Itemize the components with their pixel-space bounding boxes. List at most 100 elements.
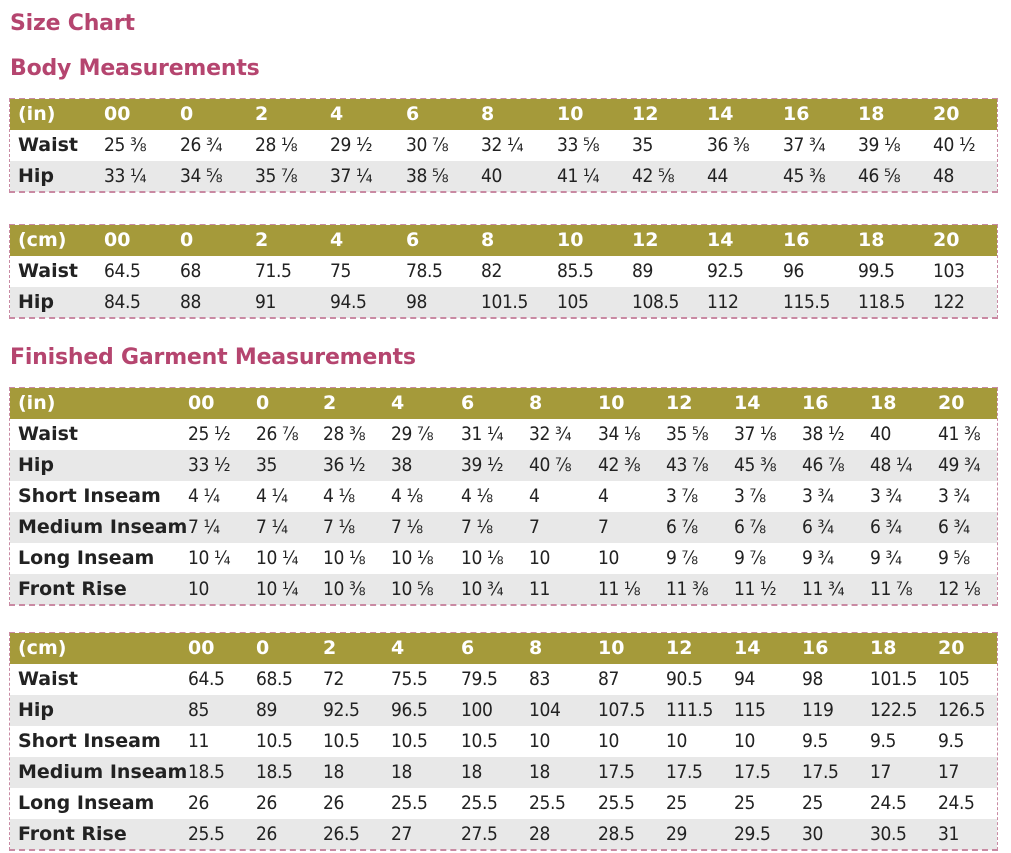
table-cell: 33 ⅝ (557, 134, 600, 156)
table-cell: 40 (870, 423, 891, 445)
size-header: 10 (557, 103, 584, 125)
table-cell: 7 ⅛ (461, 516, 493, 538)
table-header-row: (in) 00 0 2 4 6 8 10 12 14 16 18 20 (10, 99, 997, 130)
size-header: 12 (666, 392, 693, 414)
table-cell: 28 ⅜ (323, 423, 366, 445)
table-cell: 10 ⅛ (461, 547, 504, 569)
table-cell: 9.5 (938, 730, 964, 752)
size-header: 0 (180, 229, 194, 251)
table-cell: 10.5 (323, 730, 360, 752)
table-cell: 112 (707, 291, 739, 313)
size-header: 6 (461, 392, 475, 414)
table-cell: 75 (330, 260, 351, 282)
table-cell: 36 ½ (323, 454, 366, 476)
table-row: Hip 33 ½ 35 36 ½ 38 39 ½ 40 ⅞ 42 ⅜ 43 ⅞ 45 ⅜ 46 ⅞ 4… (10, 450, 997, 481)
table-cell: 87 (598, 668, 619, 690)
table-cell: 26 (256, 792, 277, 814)
table-cell: 30 ⅞ (406, 134, 449, 156)
table-cell: 111.5 (666, 699, 713, 721)
size-header: 10 (598, 637, 625, 659)
size-header: 00 (104, 103, 131, 125)
table-row: Front Rise 25.5 26 26.5 27 27.5 28 28.5 29 29.5 30… (10, 819, 997, 850)
size-header: 18 (858, 103, 885, 125)
table-cell: 122 (933, 291, 965, 313)
table-cell: 92.5 (323, 699, 360, 721)
table-cell: 32 ¾ (529, 423, 572, 445)
row-label: Long Inseam (18, 792, 155, 814)
table-cell: 99.5 (858, 260, 895, 282)
table-cell: 24.5 (870, 792, 907, 814)
table-header-row: (cm) 00 0 2 4 6 8 10 12 14 16 18 20 (10, 225, 997, 256)
size-header: 4 (391, 392, 405, 414)
table-cell: 11 ⅜ (666, 578, 709, 600)
row-label: Waist (18, 668, 79, 690)
table-cell: 37 ¼ (330, 165, 373, 187)
table-cell: 10 ¼ (188, 547, 231, 569)
table-cell: 25 ½ (188, 423, 231, 445)
table-cell: 119 (802, 699, 834, 721)
table-row: Waist 25 ½ 26 ⅞ 28 ⅜ 29 ⅞ 31 ¼ 32 ¾ 34 ⅛ 35 ⅝ 37 … (10, 419, 997, 450)
size-header: 20 (938, 637, 965, 659)
table-cell: 29 ⅞ (391, 423, 434, 445)
table-cell: 45 ⅜ (783, 165, 826, 187)
table-cell: 72 (323, 668, 344, 690)
table-cell: 28.5 (598, 823, 635, 845)
table-cell: 41 ⅜ (938, 423, 981, 445)
table-cell: 25.5 (188, 823, 225, 845)
table-row: Hip 84.5 88 91 94.5 98 101.5 105 108.5 112 115.5 11… (10, 287, 997, 318)
table-cell: 6 ¾ (938, 516, 970, 538)
table-cell: 89 (632, 260, 653, 282)
table-cell: 91 (255, 291, 276, 313)
row-label: Hip (18, 291, 55, 313)
table-cell: 17.5 (598, 761, 635, 783)
size-header: 10 (598, 392, 625, 414)
table-cell: 10 ⅛ (323, 547, 366, 569)
table-cell: 29 (666, 823, 687, 845)
table-cell: 3 ⅞ (734, 485, 766, 507)
size-header: 8 (481, 103, 495, 125)
size-header: 4 (330, 229, 344, 251)
size-header: 00 (104, 229, 131, 251)
table-cell: 9 ¾ (870, 547, 902, 569)
table-cell: 104 (529, 699, 561, 721)
table-cell: 27.5 (461, 823, 498, 845)
garment-measurements-heading: Finished Garment Measurements (10, 345, 416, 370)
table-cell: 40 ⅞ (529, 454, 572, 476)
table-cell: 26.5 (323, 823, 360, 845)
table-cell: 68 (180, 260, 201, 282)
table-cell: 31 ¼ (461, 423, 504, 445)
table-cell: 9 ¾ (802, 547, 834, 569)
table-cell: 18 (461, 761, 482, 783)
table-cell: 25.5 (391, 792, 428, 814)
table-cell: 3 ¾ (870, 485, 902, 507)
table-cell: 71.5 (255, 260, 292, 282)
table-cell: 12 ⅛ (938, 578, 981, 600)
table-cell: 126.5 (938, 699, 985, 721)
table-cell: 32 ¼ (481, 134, 524, 156)
row-label: Short Inseam (18, 730, 161, 752)
table-cell: 28 ⅛ (255, 134, 298, 156)
table-cell: 10 (598, 547, 619, 569)
table-cell: 7 ¼ (256, 516, 288, 538)
table-cell: 115.5 (783, 291, 830, 313)
table-cell: 10 (529, 547, 550, 569)
table-cell: 29.5 (734, 823, 771, 845)
table-cell: 11 ⅛ (598, 578, 641, 600)
table-cell: 64.5 (104, 260, 141, 282)
table-cell: 107.5 (598, 699, 645, 721)
table-cell: 101.5 (870, 668, 917, 690)
row-label: Hip (18, 699, 55, 721)
table-cell: 25 (666, 792, 687, 814)
table-cell: 38 ½ (802, 423, 845, 445)
table-row: Waist 64.5 68.5 72 75.5 79.5 83 87 90.5 94 98 101.5… (10, 664, 997, 695)
table-cell: 7 ⅛ (391, 516, 423, 538)
table-cell: 26 (256, 823, 277, 845)
size-header: 18 (870, 637, 897, 659)
table-cell: 75.5 (391, 668, 428, 690)
table-cell: 18.5 (188, 761, 225, 783)
table-cell: 79.5 (461, 668, 498, 690)
table-cell: 96 (783, 260, 804, 282)
table-cell: 25 (802, 792, 823, 814)
size-header: 12 (666, 637, 693, 659)
